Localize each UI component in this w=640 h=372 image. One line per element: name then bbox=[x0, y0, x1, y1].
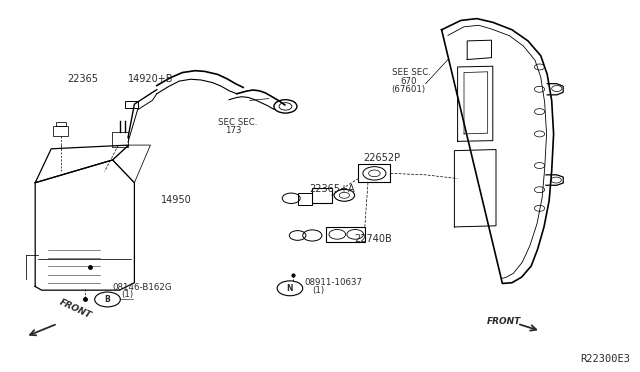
Text: 22365+A: 22365+A bbox=[309, 184, 355, 194]
Text: (1): (1) bbox=[312, 286, 324, 295]
Text: SEE SEC.: SEE SEC. bbox=[392, 68, 431, 77]
Text: 08146-B162G: 08146-B162G bbox=[112, 283, 172, 292]
Text: B: B bbox=[105, 295, 110, 304]
Text: 22740B: 22740B bbox=[354, 234, 392, 244]
Text: 22652P: 22652P bbox=[364, 153, 401, 163]
Text: 14920+B: 14920+B bbox=[128, 74, 173, 84]
Text: (1): (1) bbox=[122, 290, 134, 299]
Text: N: N bbox=[287, 284, 293, 293]
Text: R22300E3: R22300E3 bbox=[580, 354, 630, 364]
Text: 670: 670 bbox=[400, 77, 417, 86]
Text: SEC SEC.: SEC SEC. bbox=[218, 118, 257, 127]
Text: (67601): (67601) bbox=[392, 85, 426, 94]
Text: 22365: 22365 bbox=[67, 74, 98, 84]
Circle shape bbox=[277, 281, 303, 296]
Text: 14950: 14950 bbox=[161, 195, 192, 205]
Text: 08911-10637: 08911-10637 bbox=[305, 278, 363, 287]
Text: FRONT: FRONT bbox=[486, 317, 521, 326]
Text: 173: 173 bbox=[225, 126, 242, 135]
Circle shape bbox=[95, 292, 120, 307]
Text: FRONT: FRONT bbox=[58, 298, 92, 321]
